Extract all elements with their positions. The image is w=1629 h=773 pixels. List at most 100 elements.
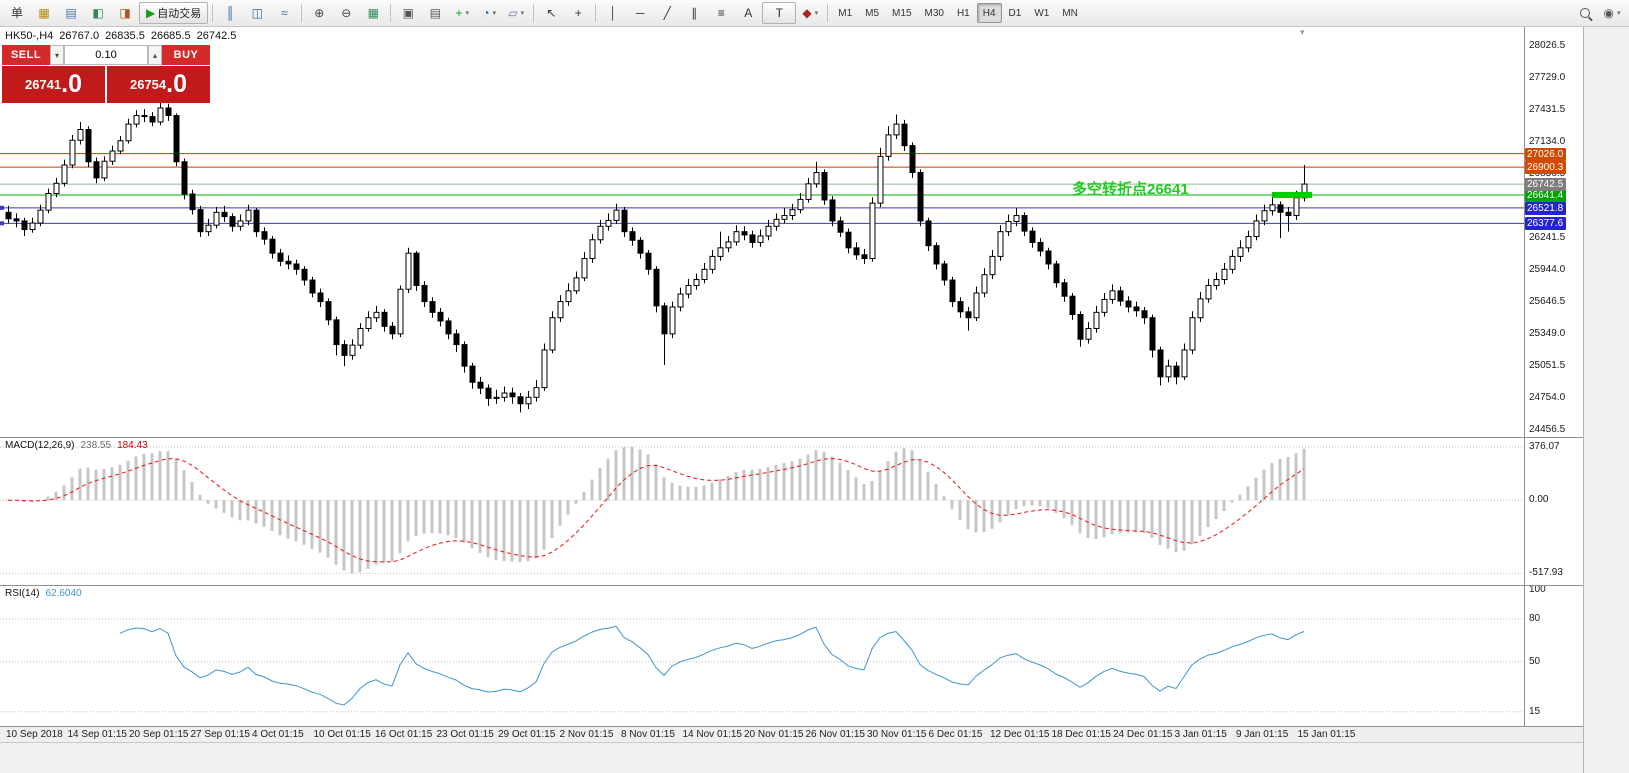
timeframe-d1-button[interactable]: D1 (1008, 7, 1022, 19)
tile-windows-icon: ▣ (402, 6, 414, 20)
chevron-down-icon: ▾ (520, 10, 525, 17)
text-label-icon: T (775, 6, 783, 20)
templates-button[interactable]: ▱ ▾ (503, 2, 529, 24)
autotrading-button-label: 自动交易 (157, 8, 202, 20)
rsi-axis[interactable]: 100 80 50 15 (1525, 586, 1583, 727)
timeframe-m5-button[interactable]: M5 (865, 7, 880, 19)
candlestick-chart (0, 99, 1524, 413)
macd-panel[interactable]: MACD(12,26,9) 238.55 184.43 (0, 438, 1525, 586)
time-tick-label: 8 Nov 01:15 (621, 729, 675, 740)
time-tick-label: 26 Nov 01:15 (805, 729, 866, 740)
price-tag: 26641.4 (1525, 188, 1567, 202)
line-chart-button[interactable]: ≈ (271, 2, 297, 24)
arrows-button[interactable]: ◆ ▾ (797, 2, 823, 24)
bar-chart-icon: ║ (225, 6, 235, 20)
sell-price-fraction: .0 (61, 70, 82, 98)
pivot-annotation-text[interactable]: 多空转折点26641 (1072, 180, 1189, 198)
toolbar-separator (212, 4, 214, 22)
toolbar-separator (301, 4, 303, 22)
vertical-line-button[interactable]: │ (600, 2, 626, 24)
price-tick-label: 25646.5 (1529, 295, 1566, 307)
equidistant-channel-button[interactable]: ∥ (681, 2, 707, 24)
main-chart[interactable]: HK50-,H4 26767.0 26835.5 26685.5 26742.5… (0, 27, 1525, 438)
fibonacci-button[interactable]: ≡ (708, 2, 734, 24)
autotrading-button[interactable]: ▶ 自动交易 (139, 2, 209, 24)
timeframe-m15-button[interactable]: M15 (892, 7, 912, 19)
zoom-in-button[interactable]: ⊕ (306, 2, 332, 24)
zoom-in-icon: ⊕ (314, 6, 325, 20)
tile-windows-button[interactable]: ▣ (395, 2, 421, 24)
timeframe-m1-button[interactable]: M1 (838, 7, 853, 19)
rsi-panel[interactable]: RSI(14) 62.6040 (0, 586, 1525, 727)
chart-window-button[interactable]: ▦ (31, 2, 57, 24)
right-gutter (1583, 27, 1629, 773)
position-marker[interactable] (1272, 191, 1312, 198)
community-icon: ◉ (1603, 6, 1614, 20)
price-tick-label: 24754.0 (1529, 391, 1566, 403)
new-order-button[interactable]: 单 (4, 2, 30, 24)
cascade-windows-button[interactable]: ▤ (422, 2, 448, 24)
timeframe-mn-button[interactable]: MN (1062, 7, 1078, 19)
periods-button[interactable]: ◔ ▾ (476, 2, 502, 24)
timeframe-w1-button[interactable]: W1 (1034, 7, 1050, 19)
time-tick-label: 14 Sep 01:15 (67, 729, 128, 740)
profiles-button[interactable]: ▤ (58, 2, 84, 24)
sell-price-display[interactable]: 26741.0 (2, 66, 105, 103)
rsi-tick-label: 80 (1529, 612, 1541, 624)
timeframe-h4-button[interactable]: H4 (976, 3, 1002, 23)
ohlc-open: 26767.0 (59, 30, 100, 42)
horizontal-line-icon: ─ (635, 6, 645, 20)
trendline-button[interactable]: ╱ (654, 2, 680, 24)
timeframe-m30-button[interactable]: M30 (924, 7, 944, 19)
cursor-button[interactable]: ↖ (538, 2, 564, 24)
trendline-icon: ╱ (663, 6, 671, 20)
sell-button[interactable]: SELL (2, 45, 50, 65)
horizontal-line-button[interactable]: ─ (627, 2, 653, 24)
price-axis[interactable]: 28026.527729.027431.527134.026836.526539… (1525, 27, 1583, 438)
toolbar-separator (390, 4, 392, 22)
grid-icon: ▦ (367, 6, 379, 20)
buy-price-fraction: .0 (166, 70, 187, 98)
grid-button[interactable]: ▦ (360, 2, 386, 24)
toolbar-separator (827, 4, 829, 22)
community-button[interactable]: ◉ ▾ (1599, 2, 1625, 24)
time-tick-label: 30 Nov 01:15 (867, 729, 927, 740)
navigator-button[interactable]: ◨ (112, 2, 138, 24)
volume-decrease-button[interactable]: ▾ (50, 45, 64, 65)
price-tick-label: 28026.5 (1529, 39, 1566, 51)
line-anchor-handle[interactable] (0, 205, 4, 210)
time-tick-label: 15 Jan 01:15 (1297, 729, 1356, 740)
text-label-button[interactable]: T (762, 2, 797, 24)
buy-button[interactable]: BUY (162, 45, 210, 65)
timeframe-h1-button[interactable]: H1 (956, 7, 970, 19)
market-watch-button[interactable]: ◧ (85, 2, 111, 24)
volume-input[interactable] (64, 45, 148, 65)
buy-price-value: 26754 (129, 77, 167, 92)
bid-price-tag: 26742.5 (1525, 178, 1567, 192)
equidistant-channel-icon: ∥ (691, 6, 698, 20)
time-tick-label: 20 Sep 01:15 (129, 729, 189, 740)
templates-icon: ▱ (508, 6, 518, 20)
bar-chart-button[interactable]: ║ (217, 2, 243, 24)
chevron-down-icon: ▾ (1616, 10, 1621, 17)
buy-price-display[interactable]: 26754.0 (107, 66, 210, 103)
indicators-button[interactable]: + ▾ (449, 2, 475, 24)
crosshair-button[interactable]: + (565, 2, 591, 24)
macd-main-value: 238.55 (80, 440, 112, 451)
chart-shift-marker-icon[interactable]: ▾ (1300, 27, 1305, 37)
rsi-header: RSI(14) 62.6040 (5, 588, 82, 599)
chevron-down-icon: ▾ (465, 10, 469, 17)
time-tick-label: 14 Nov 01:15 (682, 729, 743, 740)
zoom-out-button[interactable]: ⊖ (333, 2, 359, 24)
candlestick-chart-button[interactable]: ◫ (244, 2, 270, 24)
text-button[interactable]: A (735, 2, 761, 24)
autotrading-icon: ▶ (146, 6, 156, 20)
line-anchor-handle[interactable] (0, 221, 4, 226)
volume-increase-button[interactable]: ▴ (148, 45, 162, 65)
time-axis[interactable]: 10 Sep 2018 14 Sep 01:15 20 Sep 01:15 27 Se… (0, 727, 1583, 743)
rsi-title: RSI(14) (5, 588, 40, 599)
macd-axis[interactable]: 376.07 0.00 -517.93 (1525, 438, 1583, 586)
search-button[interactable] (1572, 2, 1598, 24)
one-click-trading-panel: SELL ▾ ▴ BUY 26741.0 26754.0 (2, 45, 210, 103)
